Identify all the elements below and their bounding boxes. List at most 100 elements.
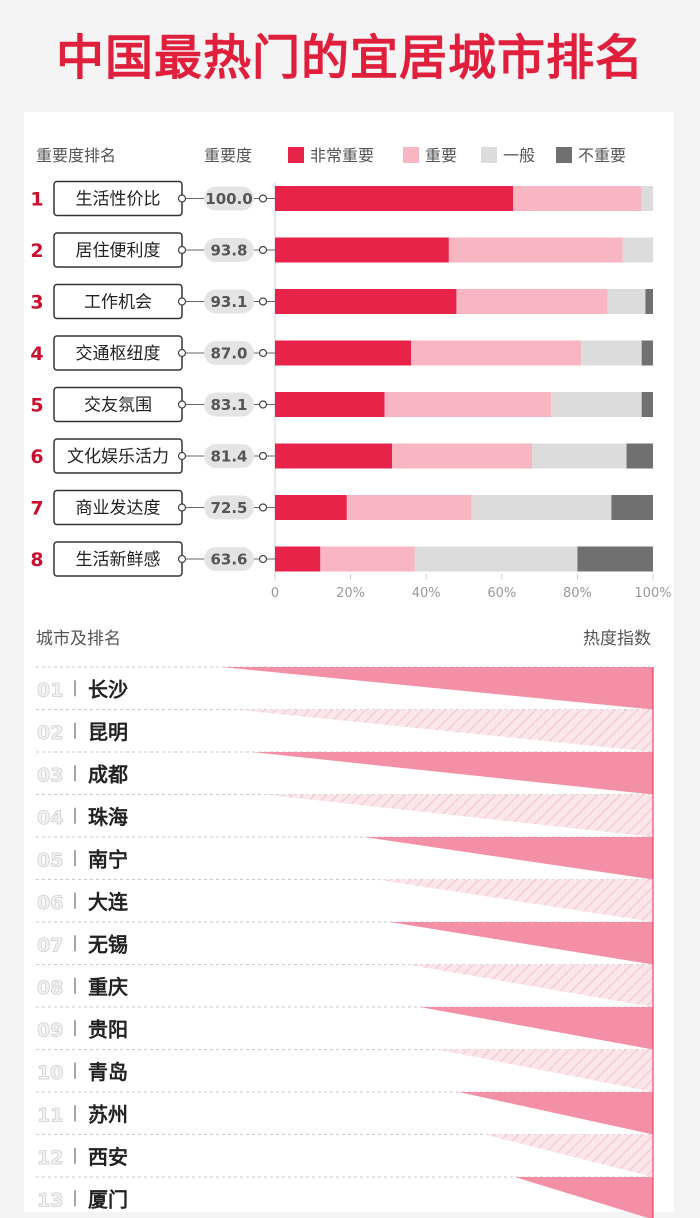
city-name: 成都 — [88, 762, 128, 786]
bar-segment — [411, 340, 582, 366]
bar-segment — [275, 392, 385, 417]
heat-wedge — [234, 709, 653, 752]
bar-segment — [414, 546, 578, 572]
score-value: 100.0 — [205, 190, 252, 208]
score-value: 93.1 — [210, 293, 247, 311]
bar-segment — [275, 546, 321, 572]
city-rank-number: 03 — [37, 764, 63, 786]
city-rank-number: 12 — [37, 1147, 63, 1169]
city-name: 贵阳 — [88, 1017, 128, 1041]
connector-dot — [177, 503, 187, 512]
city-name: 厦门 — [88, 1187, 128, 1211]
rank-number: 8 — [30, 549, 43, 571]
x-tick-label: 0 — [271, 586, 279, 601]
score-pill — [204, 547, 254, 571]
connector-dot — [258, 400, 268, 409]
bar-segment — [346, 495, 472, 520]
bar-segment — [320, 546, 415, 572]
connector-dot — [177, 297, 187, 306]
connector-dot — [258, 554, 268, 564]
bar-segment — [641, 392, 653, 417]
legend-label: 非常重要 — [310, 146, 374, 165]
heat-wedge — [437, 1049, 653, 1092]
city-rank-number: 07 — [37, 934, 63, 956]
score-value: 83.1 — [210, 396, 247, 414]
bar-segment — [626, 443, 653, 469]
x-tick-label: 100% — [634, 586, 671, 601]
city-name: 青岛 — [88, 1060, 128, 1084]
city-rank-number: 02 — [37, 722, 63, 744]
bar-segment — [471, 495, 612, 520]
heat-index-header: 热度指数 — [583, 629, 651, 649]
city-rank-number: 05 — [37, 849, 63, 871]
legend-label: 不重要 — [578, 146, 626, 165]
category-label: 交友氛围 — [84, 396, 152, 416]
heat-wedge — [389, 922, 653, 965]
connector-dot — [258, 297, 268, 306]
legend-swatch — [481, 147, 497, 163]
legend-swatch — [403, 147, 419, 163]
x-tick-label: 80% — [563, 586, 592, 601]
score-header: 重要度 — [204, 146, 252, 165]
heat-wedge — [419, 1007, 653, 1050]
heat-wedge — [406, 964, 653, 1007]
heat-wedge — [221, 667, 653, 710]
heat-wedge — [363, 837, 653, 880]
connector-dot — [258, 194, 268, 203]
connector-dot — [258, 245, 268, 255]
heat-wedge — [251, 752, 653, 795]
bar-segment — [611, 495, 653, 520]
connector-dot — [258, 451, 268, 461]
city-name: 无锡 — [88, 932, 128, 956]
rank-number: 1 — [30, 189, 43, 211]
city-rank-number: 06 — [37, 892, 63, 914]
rank-number: 2 — [30, 240, 43, 262]
x-tick-label: 20% — [336, 586, 365, 601]
score-pill — [204, 495, 254, 520]
bar-segment — [392, 443, 533, 469]
x-tick-label: 40% — [412, 586, 441, 601]
connector-dot — [258, 348, 268, 358]
connector-dot — [258, 503, 268, 512]
score-pill — [204, 341, 254, 365]
bar-segment — [645, 289, 653, 314]
bar-segment — [581, 340, 642, 366]
bar-segment — [275, 237, 449, 263]
category-label: 生活新鲜感 — [76, 550, 161, 570]
connector-dot — [177, 400, 187, 409]
heat-wedge — [458, 1092, 653, 1135]
score-pill — [204, 392, 254, 417]
city-rank-number: 10 — [37, 1062, 63, 1084]
bar-segment — [384, 392, 551, 417]
bar-segment — [275, 495, 347, 520]
bar-segment — [607, 289, 646, 314]
connector-dot — [177, 554, 187, 564]
score-pill — [204, 186, 254, 211]
rank-number: 4 — [30, 343, 43, 365]
city-rank-number: 08 — [37, 977, 63, 999]
rank-number: 5 — [30, 395, 43, 417]
heat-wedge — [376, 879, 653, 922]
city-name: 苏州 — [88, 1102, 128, 1126]
bar-segment — [622, 237, 653, 263]
page-title: 中国最热门的宜居城市排名 — [55, 30, 644, 86]
category-label: 交通枢纽度 — [76, 344, 161, 364]
heat-wedge — [264, 794, 653, 837]
bar-segment — [275, 443, 393, 469]
score-value: 81.4 — [210, 448, 247, 466]
city-name: 西安 — [88, 1145, 128, 1169]
score-value: 87.0 — [210, 345, 247, 363]
legend-label: 一般 — [503, 146, 535, 165]
bar-segment — [550, 392, 642, 417]
heat-wedge — [484, 1134, 653, 1177]
bar-segment — [275, 186, 514, 211]
score-value: 93.8 — [210, 242, 247, 260]
city-name: 珠海 — [88, 805, 128, 829]
bar-segment — [513, 186, 642, 211]
legend-swatch — [556, 147, 572, 163]
bar-segment — [641, 340, 653, 366]
connector-dot — [177, 194, 187, 203]
city-name: 长沙 — [88, 677, 128, 701]
city-rank-number: 04 — [37, 807, 63, 829]
